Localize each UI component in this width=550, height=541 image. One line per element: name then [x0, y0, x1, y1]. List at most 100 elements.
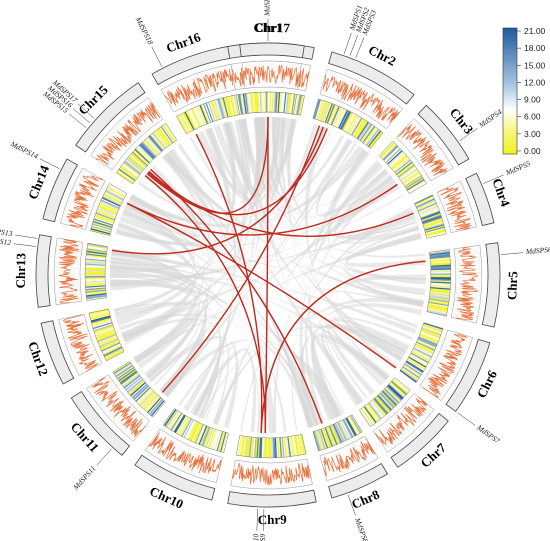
heatmap-cell [408, 181, 426, 193]
heatmap-cell [322, 102, 331, 122]
heatmap-cell [329, 425, 339, 445]
heatmap-cell [96, 209, 116, 219]
synteny-ribbon [334, 171, 420, 244]
heatmap-cell [204, 102, 213, 123]
heatmap-cell [135, 387, 151, 402]
heatmap-cell [238, 94, 244, 115]
heatmap-cell [408, 182, 427, 194]
heatmap-cell [193, 107, 203, 127]
gene-label-leader [343, 32, 352, 54]
heatmap-frame [162, 408, 229, 453]
heatmap-cell [394, 159, 411, 174]
heatmap-cell [85, 287, 106, 291]
heatmap-cell [223, 97, 230, 117]
heatmap-cell [423, 219, 443, 227]
heatmap-cell [344, 418, 355, 437]
gene-label-leader [77, 103, 95, 119]
heatmap-cell [283, 92, 287, 113]
heatmap-cell [101, 196, 121, 207]
gene-label: MdSPS19 [263, 0, 272, 17]
chromosome-label: Chr17 [254, 20, 290, 36]
heatmap-cell [422, 218, 443, 226]
heatmap-cell [430, 286, 451, 289]
heatmap-cell [90, 229, 111, 236]
heatmap-cell [123, 162, 140, 176]
heatmap-cell [104, 191, 124, 202]
heatmap-cell [429, 293, 450, 298]
heatmap-cell [100, 340, 120, 350]
heatmap-cell [108, 184, 127, 196]
heatmap-cell [216, 99, 224, 119]
heatmap-cell [379, 393, 394, 409]
heatmap-cell [331, 106, 341, 126]
gene-label: MdSPS6 [525, 245, 550, 256]
heatmap-cell [123, 161, 141, 175]
heatmap-cell [96, 208, 117, 218]
heatmap-cell [90, 313, 110, 320]
heatmap-cell [387, 385, 403, 400]
heatmap-cell [218, 98, 226, 119]
heatmap-cell [289, 436, 294, 457]
heatmap-cell [404, 362, 423, 375]
heatmap-cell [349, 415, 362, 434]
heatmap-cell [116, 171, 134, 184]
heatmap-cell [421, 214, 442, 223]
heatmap-cell [324, 103, 334, 123]
chromosome-karyotype-ring [35, 42, 501, 508]
heatmap-cell [287, 436, 291, 457]
heatmap-cell [350, 116, 362, 135]
heatmap-cell [105, 188, 125, 200]
heatmap-cell [354, 119, 366, 138]
heatmap-cell [144, 394, 159, 411]
heatmap-cell [135, 387, 152, 403]
heatmap-cell [187, 421, 198, 441]
heatmap-cell [217, 431, 225, 452]
duplication-link [111, 126, 324, 255]
heatmap-cell [186, 421, 197, 440]
heatmap-cell [130, 382, 146, 397]
heatmap-cell [420, 209, 440, 219]
heatmap-cell [145, 396, 161, 413]
heatmap-cell [279, 437, 283, 458]
heatmap-cell [318, 429, 326, 450]
synteny-ribbon [305, 177, 395, 425]
gene-label-leader [15, 234, 37, 239]
heatmap-cell [415, 197, 435, 207]
heatmap-cell [386, 386, 402, 401]
heatmap-cell [85, 262, 106, 265]
heatmap-cell [296, 94, 301, 115]
heatmap-cell [246, 93, 251, 114]
heatmap-cell [126, 378, 143, 393]
heatmap-cell [138, 390, 154, 406]
heatmap-cell [161, 125, 175, 143]
heatmap-cell [384, 146, 400, 162]
density-line [95, 102, 161, 165]
heatmap-cell [295, 435, 300, 456]
heatmap-cell [106, 187, 125, 199]
synteny-ribbon [334, 174, 415, 239]
heatmap-cell [426, 231, 447, 238]
heatmap-cell [320, 101, 329, 122]
heatmap-cell [119, 369, 137, 383]
heatmap-cell [132, 151, 148, 166]
gene-label: MdSPS14 [8, 139, 40, 161]
heatmap-cell [380, 142, 396, 159]
heatmap-cell [291, 93, 296, 114]
heatmap-cell [299, 434, 305, 455]
heatmap-cell [201, 426, 211, 447]
heatmap-cell [429, 252, 450, 256]
heatmap-cell [347, 416, 359, 435]
heatmap-cell [241, 436, 246, 457]
heatmap-cell [139, 143, 155, 159]
heatmap-cell [412, 348, 432, 360]
heatmap-cell [356, 121, 369, 140]
heatmap-cell [150, 133, 165, 151]
heatmap-cell [429, 254, 451, 259]
heatmap-cell [199, 104, 209, 124]
heatmap-cell [345, 113, 356, 133]
heatmap-cell [320, 428, 329, 449]
heatmap-cell [119, 166, 137, 180]
heatmap-cell [224, 96, 231, 117]
heatmap-cell [339, 420, 351, 440]
heatmap-cell [366, 128, 380, 146]
